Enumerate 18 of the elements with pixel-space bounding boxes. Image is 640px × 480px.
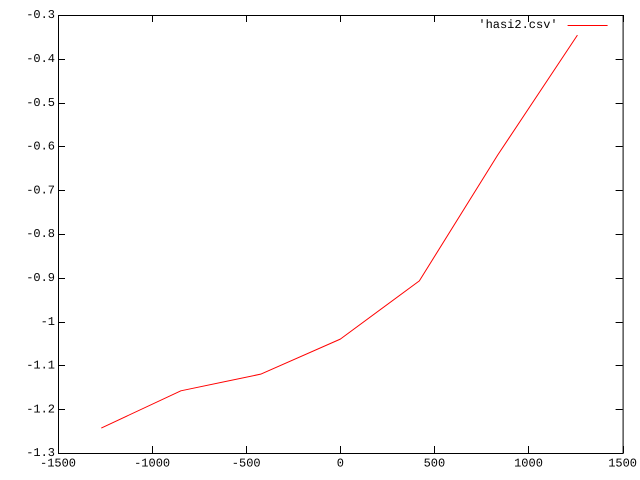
y-tick-label: -0.4 bbox=[26, 52, 55, 66]
x-tick-label: 1500 bbox=[608, 456, 638, 470]
y-tick-label: -1.2 bbox=[26, 402, 55, 416]
x-tick-label: -500 bbox=[232, 456, 261, 470]
x-tick-label: -1000 bbox=[134, 456, 170, 470]
y-tick-label: -0.9 bbox=[26, 270, 55, 285]
y-tick-label: -0.6 bbox=[26, 140, 55, 154]
y-tick-label: -0.7 bbox=[26, 183, 55, 198]
x-tick-label: 1000 bbox=[514, 456, 543, 470]
y-tick-label: -0.3 bbox=[26, 8, 55, 22]
x-tick-label: 500 bbox=[424, 456, 446, 470]
y-tick-label: -1.1 bbox=[26, 358, 55, 373]
x-tick-label: -1500 bbox=[40, 456, 76, 470]
y-tick-label: -0.8 bbox=[26, 227, 55, 242]
y-tick-label: -0.5 bbox=[26, 96, 55, 110]
y-tick-label: -1 bbox=[40, 314, 55, 329]
x-tick-label: 0 bbox=[336, 456, 344, 470]
legend-label: 'hasi2.csv' bbox=[478, 18, 558, 32]
